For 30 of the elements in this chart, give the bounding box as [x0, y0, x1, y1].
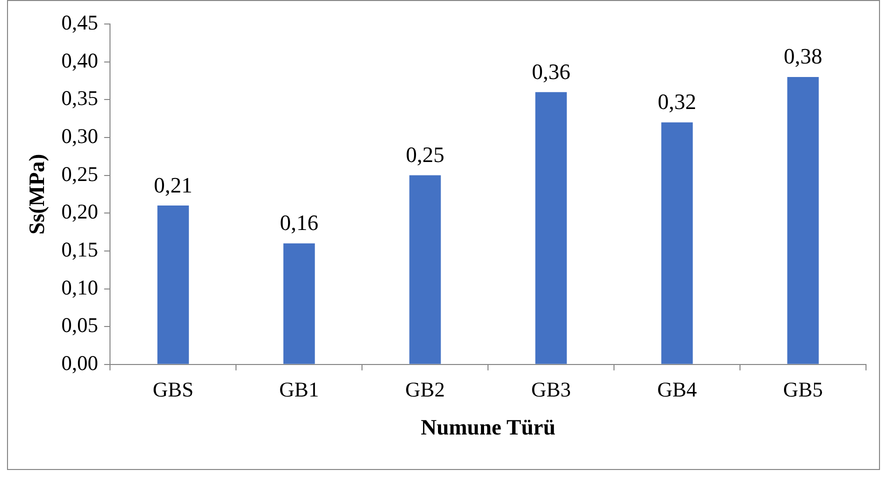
- y-tick-label: 0,25: [61, 162, 98, 186]
- data-label: 0,25: [406, 142, 444, 168]
- x-tick-label: GBS: [152, 378, 194, 402]
- x-tick-label: GB5: [783, 378, 823, 402]
- y-tick-label: 0,30: [61, 124, 98, 148]
- x-tick-label: GB3: [531, 378, 571, 402]
- bar: [661, 122, 693, 364]
- x-tick-label: GB4: [657, 378, 698, 402]
- data-label: 0,32: [658, 89, 696, 114]
- y-tick-label: 0,35: [61, 86, 98, 110]
- y-tick-label: 0,05: [61, 313, 98, 338]
- bar: [409, 175, 441, 364]
- bar: [157, 206, 189, 364]
- y-tick-label: 0,00: [61, 350, 98, 375]
- y-tick-label: 0,40: [61, 48, 98, 72]
- x-tick-label: GB1: [279, 378, 319, 402]
- x-tick-label: GB2: [405, 378, 445, 402]
- bar: [283, 243, 315, 364]
- y-tick-label: 0,10: [61, 275, 98, 300]
- data-label: 0,36: [532, 58, 570, 84]
- y-tick-label: 0,15: [61, 237, 98, 262]
- bar: [535, 92, 567, 364]
- y-axis-title: Ss(MPa): [24, 154, 49, 235]
- y-tick-label: 0,45: [61, 10, 98, 35]
- data-label: 0,16: [280, 210, 318, 236]
- y-tick-label: 0,20: [61, 200, 98, 224]
- bar: [787, 76, 819, 364]
- x-axis-title: Numune Türü: [420, 414, 556, 440]
- data-label: 0,38: [784, 44, 822, 69]
- data-label: 0,21: [154, 172, 192, 198]
